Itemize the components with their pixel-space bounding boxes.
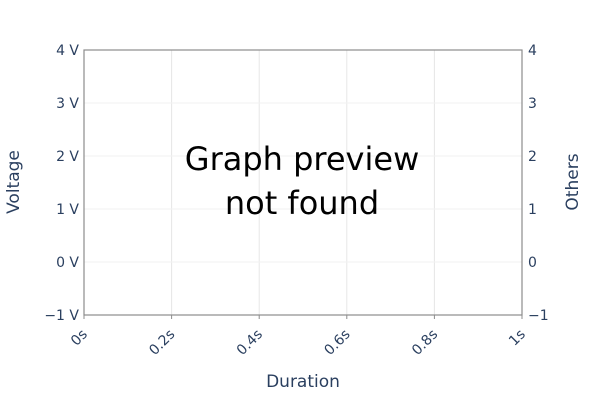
x-axis-ticks: 0s 0.2s 0.4s 0.6s 0.8s 1s [68, 315, 529, 359]
grid-lines [84, 50, 522, 315]
y-tick-label: 2 V [56, 149, 79, 165]
y2-tick-label: 0 [528, 255, 537, 271]
y-tick-label: 0 V [56, 255, 79, 271]
y-tick-label: 3 V [56, 96, 79, 112]
preview-missing-message-line2: not found [225, 184, 379, 222]
y-tick-label: −1 V [44, 308, 79, 324]
y2-tick-label: −1 [528, 308, 549, 324]
x-tick-label: 0.2s [146, 327, 178, 359]
y2-tick-label: 2 [528, 149, 537, 165]
y2-axis-label: Others [563, 153, 583, 210]
y-tick-label: 4 V [56, 43, 79, 59]
x-tick-label: 0s [68, 327, 91, 350]
y2-tick-label: 4 [528, 43, 537, 59]
y2-tick-label: 3 [528, 96, 537, 112]
plot-border [83, 49, 523, 316]
plot-frame [83, 49, 523, 316]
y2-tick-label: 1 [528, 202, 537, 218]
x-tick-label: 1s [506, 327, 529, 350]
x-axis-label: Duration [266, 372, 340, 392]
x-tick-label: 0.6s [321, 327, 353, 359]
x-tick-label: 0.8s [409, 327, 441, 359]
y-axis-label: Voltage [4, 150, 24, 214]
x-tick-label: 0.4s [234, 327, 266, 359]
y-axis-ticks: −1 V 0 V 1 V 2 V 3 V 4 V [44, 43, 79, 324]
y-tick-label: 1 V [56, 202, 79, 218]
y2-axis-ticks: −1 0 1 2 3 4 [528, 43, 549, 324]
preview-missing-message-line1: Graph preview [185, 140, 419, 178]
